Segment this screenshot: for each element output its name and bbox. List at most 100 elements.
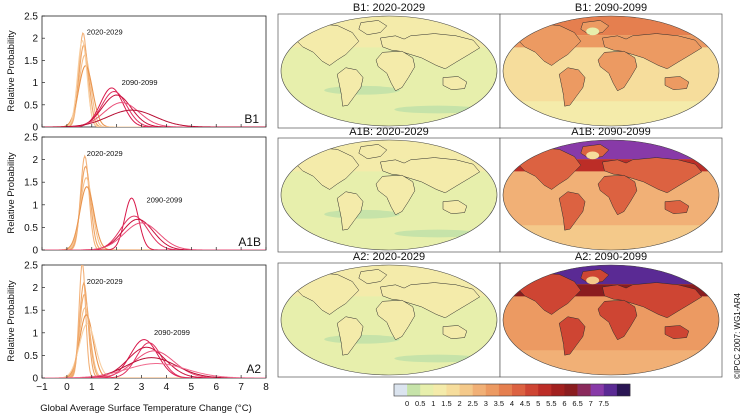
north-atlantic-minimum — [586, 151, 600, 160]
colorbar-swatch — [590, 384, 605, 396]
pdf-panel-b1: 0 0.5 1 1.5 2 2.5 Relative Probability B1 202… — [6, 12, 267, 134]
x-tick-label: 3 — [139, 382, 145, 393]
y-tick-label: 0 — [32, 374, 38, 385]
map-title: A2: 2090-2099 — [575, 251, 647, 263]
globe-outline — [280, 139, 498, 251]
colorbar-tick-label: 6 — [562, 399, 566, 408]
x-tick-label: 0 — [64, 382, 70, 393]
colorbar-swatch — [603, 384, 618, 396]
pdf-curve-2020-2029 — [42, 40, 266, 127]
cool-anomaly-patch — [394, 105, 481, 114]
continent-outline — [664, 76, 690, 90]
colorbar-swatch — [525, 384, 539, 396]
continent-outline — [336, 316, 364, 356]
map-4: A2: 2020-2029 — [277, 251, 501, 378]
map-title: A1B: 2090-2099 — [571, 126, 651, 138]
pdf-curve-2090-2099 — [42, 222, 266, 250]
cool-anomaly-patch — [324, 85, 400, 95]
y-tick-label: 2 — [32, 155, 38, 166]
globe-outline — [502, 139, 720, 251]
period-annotation: 2090-2099 — [147, 196, 183, 205]
pdf-curve-2020-2029 — [42, 265, 266, 378]
x-tick-label: 2 — [114, 382, 120, 393]
colorbar-tick-label: 4.5 — [520, 399, 530, 408]
map-2: A1B: 2020-2029 — [277, 126, 501, 253]
y-axis-label: Relative Probability — [6, 152, 17, 234]
continent-outline — [375, 174, 416, 216]
pdf-panel-a2: 00.511.522.5−1 0 1 2 3 4 5 6 7 8 Relative Probabi… — [6, 261, 269, 415]
plot-frame — [41, 136, 267, 251]
colorbar-swatch — [564, 384, 578, 396]
pdf-curve-2020-2029 — [42, 323, 266, 378]
colorbar-tick-label: 3 — [484, 399, 488, 408]
colorbar-swatch — [407, 384, 421, 396]
y-tick-label: 0.5 — [24, 100, 38, 111]
cool-anomaly-patch — [324, 209, 400, 219]
pdf-curve-2090-2099 — [42, 197, 266, 250]
y-tick-label: 1.5 — [24, 56, 38, 67]
scenario-label: B1 — [244, 112, 259, 126]
colorbar-swatch — [446, 384, 460, 396]
period-annotation: 2020-2029 — [87, 28, 123, 37]
map-0: B1: 2020-2029 — [277, 2, 501, 129]
y-tick-label: 1 — [32, 200, 38, 211]
globe-outline — [280, 15, 498, 127]
y-tick-label: 2.5 — [24, 133, 38, 144]
continent-outline — [597, 174, 638, 216]
period-annotation: 2090-2099 — [122, 78, 158, 87]
continent-outline — [380, 282, 481, 319]
colorbar-tick-label: 6.5 — [572, 399, 582, 408]
period-annotation: 2090-2099 — [154, 328, 190, 337]
colorbar-tick-label: 2 — [457, 399, 461, 408]
x-tick-label: 7 — [238, 382, 244, 393]
continent-outline — [336, 67, 364, 107]
pdf-curve-2020-2029 — [42, 186, 266, 250]
colorbar-tick-label: 0 — [405, 399, 409, 408]
colorbar-tick-label: 4 — [510, 399, 514, 408]
colorbar-swatch — [459, 384, 473, 396]
continent-outline — [442, 200, 468, 214]
colorbar-swatch — [551, 384, 565, 396]
map-title: A1B: 2020-2029 — [349, 126, 429, 138]
map-title: A2: 2020-2029 — [353, 251, 425, 263]
pdf-curve-2090-2099 — [42, 109, 266, 127]
colorbar-tick-label: 1 — [431, 399, 435, 408]
colorbar-swatch — [394, 384, 408, 396]
cool-anomaly-patch — [394, 229, 481, 238]
continent-outline — [442, 325, 468, 339]
continent-outline — [597, 50, 638, 92]
continent-outline — [664, 200, 690, 214]
colorbar-tick-label: 7 — [589, 399, 593, 408]
continent-outline — [558, 67, 586, 107]
colorbar-swatch — [485, 384, 500, 396]
colorbar-tick-label: 5.5 — [546, 399, 556, 408]
colorbar-tick-label: 0.5 — [415, 399, 425, 408]
colorbar-tick-label: 1.5 — [441, 399, 451, 408]
continent-outline — [442, 76, 468, 90]
north-atlantic-minimum — [586, 27, 600, 36]
y-tick-label: 0.5 — [24, 351, 38, 362]
globe-outline — [280, 264, 498, 376]
continent-outline — [558, 316, 586, 356]
y-tick-label: 1 — [32, 78, 38, 89]
pdf-curve-2020-2029 — [42, 54, 266, 127]
x-tick-label: 8 — [263, 382, 269, 393]
y-tick-label: 1 — [32, 328, 38, 339]
continent-outline — [380, 157, 481, 194]
continent-outline — [375, 299, 416, 341]
continent-outline — [358, 144, 388, 159]
globe-outline — [502, 15, 720, 127]
continent-outline — [602, 33, 703, 70]
pdf-curve-2020-2029 — [42, 43, 266, 127]
continent-outline — [558, 191, 586, 231]
colorbar-tick-label: 5 — [536, 399, 540, 408]
temperature-colorbar: 0 0.5 1 1.5 2 2.5 3 3.5 4 4.5 5 5.5 6 6.5 7 7.5 — [393, 383, 631, 408]
map-3: A1B: 2090-2099 — [499, 126, 723, 253]
pdf-curve-2020-2029 — [42, 65, 266, 127]
y-tick-label: 1.5 — [24, 178, 38, 189]
cool-anomaly-patch — [394, 354, 481, 363]
y-tick-label: 2 — [32, 283, 38, 294]
x-tick-label: 6 — [213, 382, 219, 393]
colorbar-swatch — [420, 384, 434, 396]
